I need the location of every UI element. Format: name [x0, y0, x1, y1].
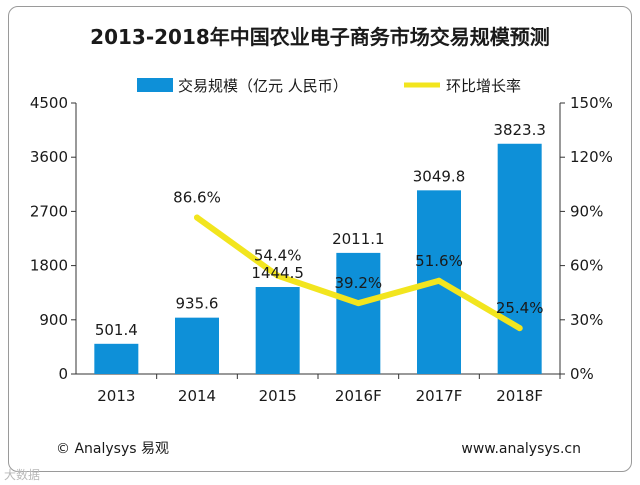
legend-bar-swatch — [137, 78, 173, 92]
y-right-tick-label: 0% — [570, 365, 594, 383]
y-right-tick-label: 120% — [570, 148, 613, 166]
x-tick-label: 2015 — [259, 387, 297, 405]
y-left-tick-label: 0 — [58, 365, 68, 383]
growth-rate-point — [274, 272, 281, 279]
growth-rate-label: 25.4% — [496, 299, 544, 317]
growth-rate-point — [355, 300, 362, 307]
bar — [255, 287, 300, 374]
y-right-tick-label: 90% — [570, 202, 603, 220]
bar — [336, 252, 381, 374]
growth-rate-point — [516, 325, 523, 332]
bar — [175, 317, 219, 374]
corner-watermark: 大数据 — [4, 467, 40, 482]
growth-rate-label: 39.2% — [335, 274, 383, 292]
y-right-tick-label: 150% — [570, 94, 613, 112]
x-tick-label: 2016F — [335, 387, 382, 405]
footer-url: www.analysys.cn — [461, 441, 581, 457]
legend-line-label: 环比增长率 — [446, 77, 521, 95]
chart-title: 2013-2018年中国农业电子商务市场交易规模预测 — [90, 25, 550, 49]
y-left-tick-label: 1800 — [30, 257, 68, 275]
growth-rate-point — [436, 277, 442, 284]
bar-value-label: 1444.5 — [251, 264, 304, 282]
y-right-tick-label: 30% — [570, 311, 603, 329]
bar-value-label: 935.6 — [176, 295, 219, 313]
y-left-tick-label: 3600 — [30, 148, 68, 166]
bar-value-label: 501.4 — [95, 321, 138, 339]
bar — [497, 143, 542, 374]
y-left-tick-label: 900 — [39, 311, 68, 329]
y-left-tick-label: 2700 — [30, 202, 68, 220]
x-tick-label: 2014 — [178, 387, 216, 405]
x-tick-label: 2013 — [97, 387, 135, 405]
y-right-tick-label: 60% — [570, 257, 603, 275]
footer-copyright: © Analysys 易观 — [56, 441, 169, 457]
growth-rate-label: 51.6% — [415, 252, 463, 270]
legend-bar-label: 交易规模（亿元 人民币） — [178, 77, 348, 95]
bar-value-label: 3049.8 — [413, 167, 466, 185]
x-tick-label: 2017F — [416, 387, 463, 405]
growth-rate-label: 54.4% — [254, 247, 302, 265]
bar-value-label: 3823.3 — [493, 121, 546, 139]
bar-value-label: 2011.1 — [332, 230, 385, 248]
bar — [94, 343, 139, 374]
growth-rate-label: 86.6% — [173, 189, 221, 207]
x-tick-label: 2018F — [496, 387, 543, 405]
y-left-tick-label: 4500 — [30, 94, 68, 112]
growth-rate-point — [194, 214, 200, 221]
